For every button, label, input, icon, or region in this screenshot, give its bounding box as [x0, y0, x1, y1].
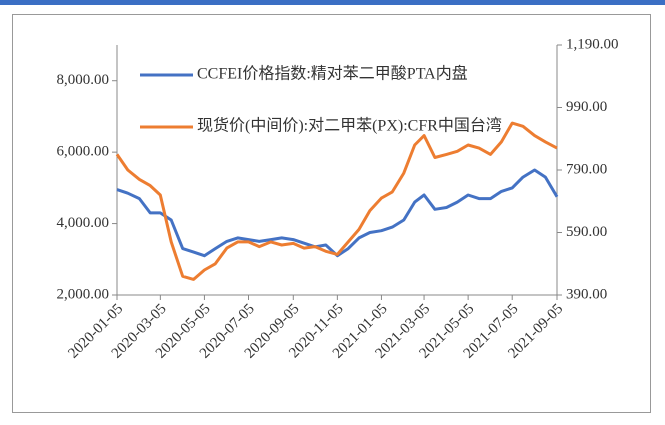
y2-tick-label: 590.00	[566, 224, 607, 240]
y2-tick-label: 390.00	[566, 286, 607, 302]
y-tick-label: 6,000.00	[57, 144, 110, 160]
y-tick-label: 2,000.00	[57, 286, 110, 302]
y2-tick-label: 790.00	[566, 161, 607, 177]
y-tick-label: 4,000.00	[57, 215, 110, 231]
chart-frame	[12, 14, 651, 413]
legend-label: 现货价(中间价):对二甲苯(PX):CFR中国台湾	[197, 117, 502, 135]
y2-tick-label: 990.00	[566, 99, 607, 115]
line-series	[115, 121, 558, 281]
y-tick-label: 8,000.00	[57, 72, 110, 88]
y2-tick-label: 1,190.00	[566, 36, 619, 52]
line-series	[116, 168, 559, 258]
top-bar	[0, 0, 665, 5]
legend-label: CCFEI价格指数:精对苯二甲酸PTA内盘	[197, 64, 468, 83]
